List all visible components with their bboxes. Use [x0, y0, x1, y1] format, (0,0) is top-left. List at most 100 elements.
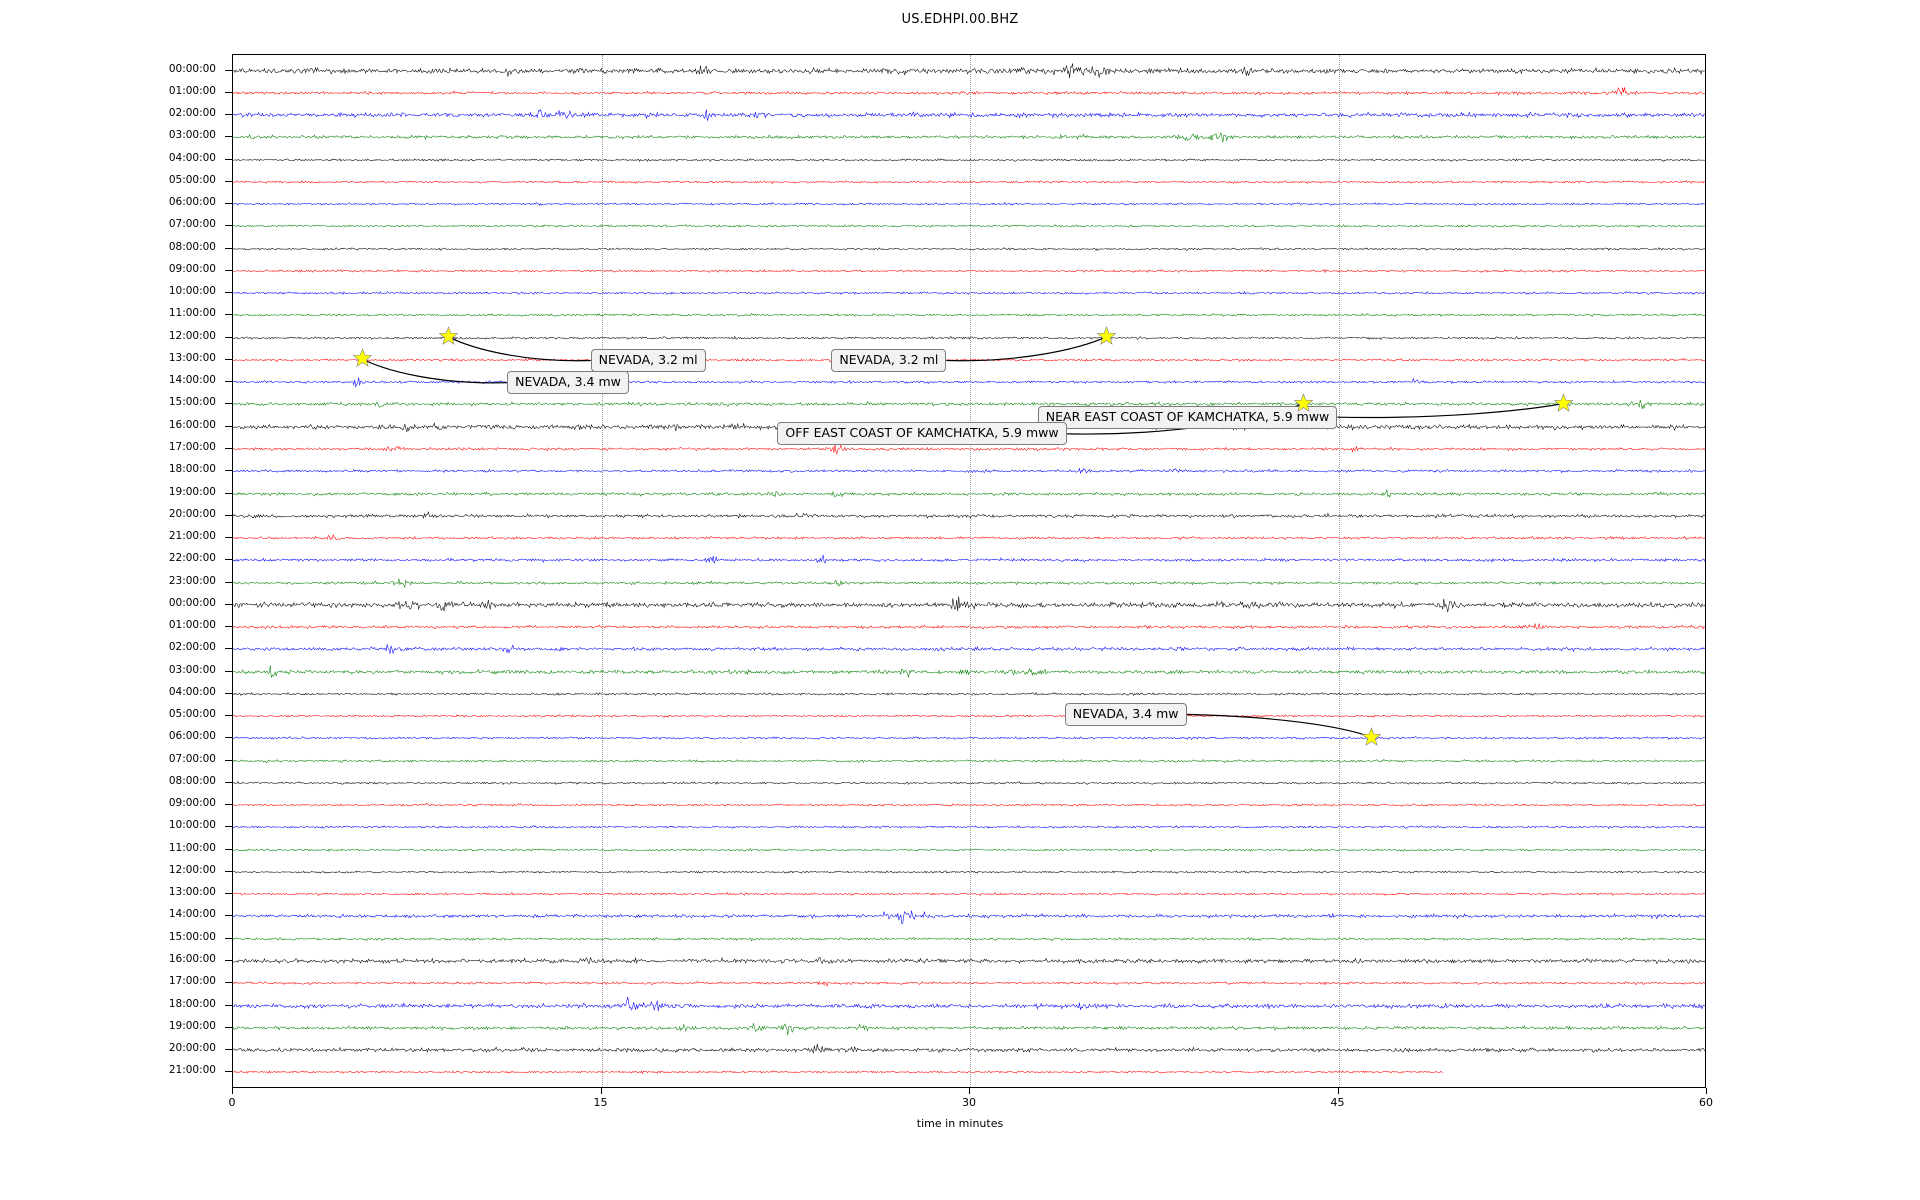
- event-annotation-box[interactable]: NEVADA, 3.4 mw: [507, 371, 629, 395]
- y-axis-tick-label: 04:00:00: [168, 151, 216, 164]
- y-axis-tick-mark: [225, 314, 232, 316]
- plot-axes: [232, 54, 1706, 1088]
- trace-row: [233, 748, 1705, 774]
- y-axis-tick-label: 09:00:00: [168, 797, 216, 810]
- y-axis-tick-label: 05:00:00: [168, 708, 216, 721]
- y-axis-tick-label: 06:00:00: [168, 196, 216, 209]
- x-axis-tick-mark: [1706, 1088, 1707, 1094]
- y-axis-tick-mark: [225, 670, 232, 672]
- vertical-gridline: [970, 55, 971, 1087]
- y-axis-tick-mark: [225, 269, 232, 271]
- y-axis-tick-label: 13:00:00: [168, 351, 216, 364]
- trace-row: [233, 302, 1705, 328]
- event-annotation-box[interactable]: NEVADA, 3.2 ml: [831, 348, 947, 372]
- vertical-gridline: [1338, 55, 1340, 1087]
- y-axis-tick-mark: [225, 937, 232, 939]
- y-axis-tick-mark: [225, 715, 232, 717]
- y-axis-tick-label: 09:00:00: [168, 262, 216, 275]
- trace-row: [233, 191, 1705, 217]
- y-axis-tick-label: 14:00:00: [168, 908, 216, 921]
- x-axis-title: time in minutes: [916, 1117, 1004, 1130]
- y-axis-tick-label: 12:00:00: [168, 863, 216, 876]
- trace-row: [233, 525, 1705, 551]
- trace-row: [233, 1059, 1705, 1085]
- trace-row: [233, 1037, 1705, 1063]
- y-axis-tick-mark: [225, 514, 232, 516]
- trace-row: [233, 258, 1705, 284]
- y-axis-tick-label: 17:00:00: [168, 975, 216, 988]
- y-axis-tick-label: 04:00:00: [168, 685, 216, 698]
- event-annotation-box[interactable]: NEVADA, 3.4 mw: [1064, 702, 1187, 726]
- trace-row: [233, 659, 1705, 685]
- y-axis-tick-mark: [225, 203, 232, 205]
- y-axis-tick-mark: [225, 336, 232, 338]
- trace-row: [233, 770, 1705, 796]
- trace-row: [233, 58, 1705, 84]
- y-axis-tick-label: 08:00:00: [168, 774, 216, 787]
- y-axis-tick-label: 19:00:00: [168, 485, 216, 498]
- event-annotation-box[interactable]: NEAR EAST COAST OF KAMCHATKA, 5.9 mww: [1037, 405, 1338, 429]
- x-axis-tick-label: 60: [1699, 1096, 1713, 1109]
- y-axis-tick-mark: [225, 960, 232, 961]
- trace-row: [233, 436, 1705, 462]
- y-axis-tick-mark: [225, 470, 232, 472]
- trace-row: [233, 102, 1705, 128]
- traces-container: [233, 55, 1705, 1087]
- y-axis-tick-label: 18:00:00: [168, 997, 216, 1010]
- y-axis-tick-label: 01:00:00: [168, 619, 216, 632]
- y-axis-tick-label: 19:00:00: [168, 1019, 216, 1032]
- y-axis-tick-label: 13:00:00: [168, 886, 216, 899]
- y-axis-tick-mark: [225, 848, 232, 850]
- y-axis-tick-mark: [225, 559, 232, 561]
- y-axis-tick-mark: [225, 292, 232, 294]
- y-axis-tick-label: 23:00:00: [168, 574, 216, 587]
- y-axis-tick-mark: [225, 69, 232, 71]
- y-axis-tick-mark: [225, 180, 232, 182]
- x-axis-tick-label: 45: [1330, 1096, 1345, 1109]
- trace-row: [233, 859, 1705, 885]
- event-annotation-box[interactable]: OFF EAST COAST OF KAMCHATKA, 5.9 mww: [777, 422, 1067, 446]
- y-axis-tick-label: 18:00:00: [168, 463, 216, 476]
- y-axis-tick-label: 00:00:00: [168, 596, 216, 609]
- trace-row: [233, 948, 1705, 974]
- y-axis-tick-mark: [225, 648, 232, 650]
- trace-row: [233, 503, 1705, 529]
- y-axis-tick-label: 03:00:00: [168, 129, 216, 142]
- y-axis-tick-mark: [225, 403, 232, 405]
- y-axis-tick-label: 07:00:00: [168, 218, 216, 231]
- y-axis-tick-label: 02:00:00: [168, 107, 216, 120]
- trace-row: [233, 124, 1705, 150]
- trace-row: [233, 147, 1705, 173]
- y-axis-tick-label: 16:00:00: [168, 418, 216, 431]
- y-axis-tick-mark: [225, 915, 232, 917]
- trace-row: [233, 993, 1705, 1019]
- y-axis-tick-mark: [225, 1071, 232, 1073]
- y-axis-tick-mark: [225, 91, 232, 93]
- y-axis-tick-label: 10:00:00: [168, 285, 216, 298]
- y-axis-tick-mark: [225, 870, 232, 872]
- trace-row: [233, 570, 1705, 596]
- y-axis-tick-mark: [225, 537, 232, 539]
- y-axis-tick-label: 21:00:00: [168, 1064, 216, 1077]
- trace-row: [233, 814, 1705, 840]
- y-axis-tick-label: 02:00:00: [168, 641, 216, 654]
- trace-row: [233, 792, 1705, 818]
- trace-row: [233, 970, 1705, 996]
- x-axis-tick-mark: [969, 1088, 970, 1094]
- y-axis-tick-label: 12:00:00: [168, 329, 216, 342]
- trace-row: [233, 213, 1705, 239]
- y-axis-tick-label: 15:00:00: [168, 930, 216, 943]
- y-axis-tick-mark: [225, 425, 232, 427]
- trace-row: [233, 481, 1705, 507]
- trace-row: [233, 837, 1705, 863]
- trace-row: [233, 80, 1705, 106]
- x-axis-tick-mark: [232, 1088, 233, 1094]
- y-axis-tick-mark: [225, 737, 232, 739]
- trace-row: [233, 903, 1705, 929]
- y-axis-tick-mark: [225, 626, 232, 628]
- y-axis-tick-label: 14:00:00: [168, 374, 216, 387]
- x-axis-tick-mark: [600, 1088, 602, 1094]
- trace-row: [233, 926, 1705, 952]
- figure-title: US.EDHPI.00.BHZ: [901, 12, 1019, 27]
- event-annotation-box[interactable]: NEVADA, 3.2 ml: [590, 348, 706, 372]
